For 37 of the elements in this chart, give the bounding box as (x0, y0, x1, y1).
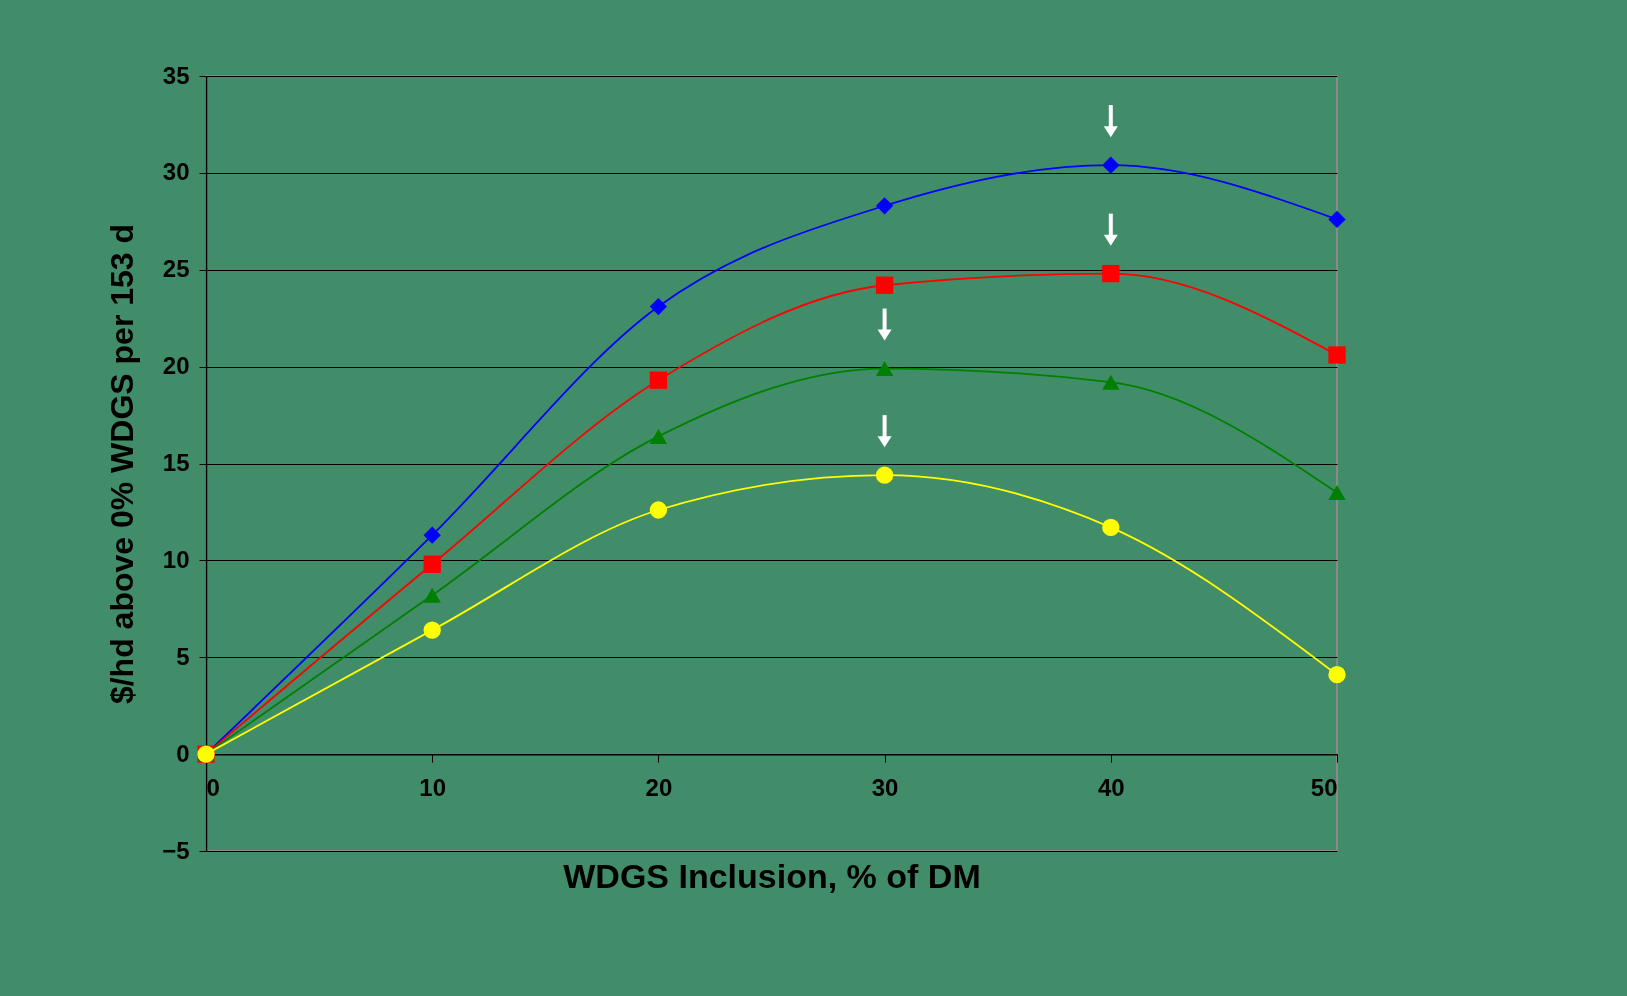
x-tick-label: 50 (1310, 773, 1338, 801)
point (423, 526, 441, 544)
point (1328, 666, 1346, 684)
x-tick-label: 40 (1097, 773, 1125, 801)
point (1102, 374, 1120, 390)
y-tick-label: 20 (162, 352, 190, 380)
point (1102, 264, 1120, 283)
point (649, 297, 668, 316)
y-tick-label: −5 (162, 836, 190, 864)
y-tick-label: 5 (176, 642, 190, 670)
y-tick-label: 15 (162, 449, 190, 476)
y-tick-label: 35 (162, 61, 190, 89)
point (423, 621, 441, 639)
point (875, 466, 894, 484)
y-tick-label: 30 (162, 158, 190, 186)
y-tick-label: 10 (162, 545, 190, 573)
point (1328, 485, 1346, 501)
point (649, 428, 668, 444)
point (423, 587, 441, 603)
point (875, 197, 894, 215)
x-tick-label: 20 (645, 773, 673, 801)
point (1102, 156, 1120, 174)
x-tick-label: 10 (419, 773, 447, 801)
point (875, 361, 894, 377)
x-tick-label: 0 (206, 773, 220, 801)
y-tick-label: 25 (162, 255, 190, 283)
point (423, 555, 441, 573)
point (1328, 346, 1346, 364)
point (1102, 518, 1120, 537)
y-tick-label: 0 (176, 739, 190, 767)
point (875, 276, 894, 294)
point (649, 371, 668, 389)
x-axis-title: WDGS Inclusion, % of DM (563, 856, 981, 895)
x-tick-label: 30 (871, 773, 899, 801)
point (649, 501, 668, 519)
point (1328, 210, 1346, 229)
y-axis-title: $/hd above 0% WDGS per 153 d (104, 223, 141, 705)
